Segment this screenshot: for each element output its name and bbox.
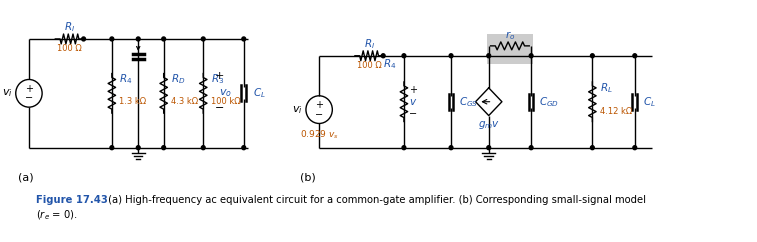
Text: $R_3$: $R_3$: [210, 73, 224, 86]
Text: $C_L$: $C_L$: [643, 95, 656, 109]
Circle shape: [110, 146, 114, 150]
Circle shape: [590, 146, 594, 150]
Text: ($r_e$ = 0).: ($r_e$ = 0).: [36, 208, 78, 222]
Circle shape: [162, 146, 166, 150]
Text: $C_{GD}$: $C_{GD}$: [539, 95, 559, 109]
Text: 100 Ω: 100 Ω: [357, 61, 382, 70]
Text: 100 Ω: 100 Ω: [57, 44, 82, 53]
Text: $R_I$: $R_I$: [64, 20, 75, 34]
Circle shape: [382, 54, 385, 58]
Circle shape: [201, 37, 205, 41]
Text: (b): (b): [301, 172, 316, 182]
Text: −: −: [214, 103, 224, 113]
Circle shape: [633, 54, 637, 58]
Text: $R_I$: $R_I$: [363, 37, 375, 51]
Text: −: −: [315, 110, 323, 120]
Circle shape: [110, 37, 114, 41]
Text: $R_L$: $R_L$: [600, 81, 612, 95]
Circle shape: [449, 54, 453, 58]
Circle shape: [162, 37, 166, 41]
Circle shape: [201, 146, 205, 150]
Text: +: +: [25, 84, 33, 94]
Text: $v_i$: $v_i$: [292, 104, 303, 115]
Text: $R_4$: $R_4$: [383, 57, 397, 71]
Circle shape: [529, 146, 533, 150]
Text: $v$: $v$: [409, 97, 417, 107]
Circle shape: [402, 146, 406, 150]
Circle shape: [82, 37, 86, 41]
Text: −: −: [409, 109, 417, 119]
Circle shape: [633, 146, 637, 150]
Text: $v_o$: $v_o$: [220, 87, 232, 99]
Text: $R_4$: $R_4$: [120, 73, 132, 86]
Text: 1.3 kΩ: 1.3 kΩ: [120, 97, 147, 106]
Text: +: +: [214, 70, 224, 81]
Circle shape: [402, 54, 406, 58]
Text: 4.12 kΩ: 4.12 kΩ: [600, 107, 632, 116]
Text: $r_o$: $r_o$: [505, 30, 515, 42]
Text: +: +: [315, 100, 323, 110]
Text: $C_{GS}$: $C_{GS}$: [459, 95, 478, 109]
Circle shape: [590, 54, 594, 58]
Text: (a) High-frequency ac equivalent circuit for a common-gate amplifier. (b) Corres: (a) High-frequency ac equivalent circuit…: [105, 195, 646, 205]
Circle shape: [449, 146, 453, 150]
Text: −: −: [25, 93, 33, 103]
Text: $R_D$: $R_D$: [171, 73, 185, 86]
Circle shape: [529, 54, 533, 58]
Circle shape: [487, 146, 491, 150]
Text: 100 kΩ: 100 kΩ: [210, 97, 241, 106]
Text: $C_L$: $C_L$: [253, 86, 266, 100]
Text: 4.3 kΩ: 4.3 kΩ: [171, 97, 198, 106]
Text: $g_m v$: $g_m v$: [478, 120, 500, 131]
Circle shape: [136, 146, 140, 150]
Circle shape: [487, 54, 491, 58]
Circle shape: [136, 37, 140, 41]
Text: (a): (a): [17, 172, 33, 182]
Text: +: +: [409, 85, 416, 95]
Bar: [487, 34, 533, 64]
Text: 0.929 $v_s$: 0.929 $v_s$: [300, 128, 338, 141]
Text: $v_i$: $v_i$: [2, 87, 13, 99]
Circle shape: [242, 37, 245, 41]
Text: Figure 17.43: Figure 17.43: [36, 195, 108, 205]
Circle shape: [242, 146, 245, 150]
